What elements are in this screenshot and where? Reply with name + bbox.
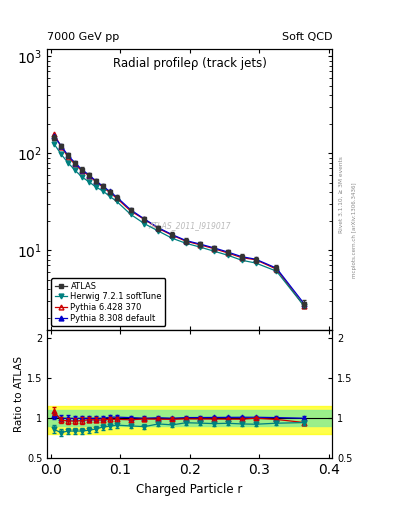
- Text: 7000 GeV pp: 7000 GeV pp: [47, 32, 119, 42]
- Text: Radial profileρ (track jets): Radial profileρ (track jets): [113, 57, 266, 70]
- Legend: ATLAS, Herwig 7.2.1 softTune, Pythia 6.428 370, Pythia 8.308 default: ATLAS, Herwig 7.2.1 softTune, Pythia 6.4…: [51, 279, 165, 326]
- Bar: [47, 410, 332, 426]
- Text: ATLAS_2011_I919017: ATLAS_2011_I919017: [149, 222, 231, 230]
- Y-axis label: Ratio to ATLAS: Ratio to ATLAS: [14, 356, 24, 432]
- Text: Rivet 3.1.10, ≥ 3M events: Rivet 3.1.10, ≥ 3M events: [339, 156, 344, 233]
- Bar: [47, 406, 332, 434]
- Text: Soft QCD: Soft QCD: [282, 32, 332, 42]
- X-axis label: Charged Particle r: Charged Particle r: [136, 483, 243, 496]
- Text: mcplots.cern.ch [arXiv:1306.3436]: mcplots.cern.ch [arXiv:1306.3436]: [352, 183, 357, 278]
